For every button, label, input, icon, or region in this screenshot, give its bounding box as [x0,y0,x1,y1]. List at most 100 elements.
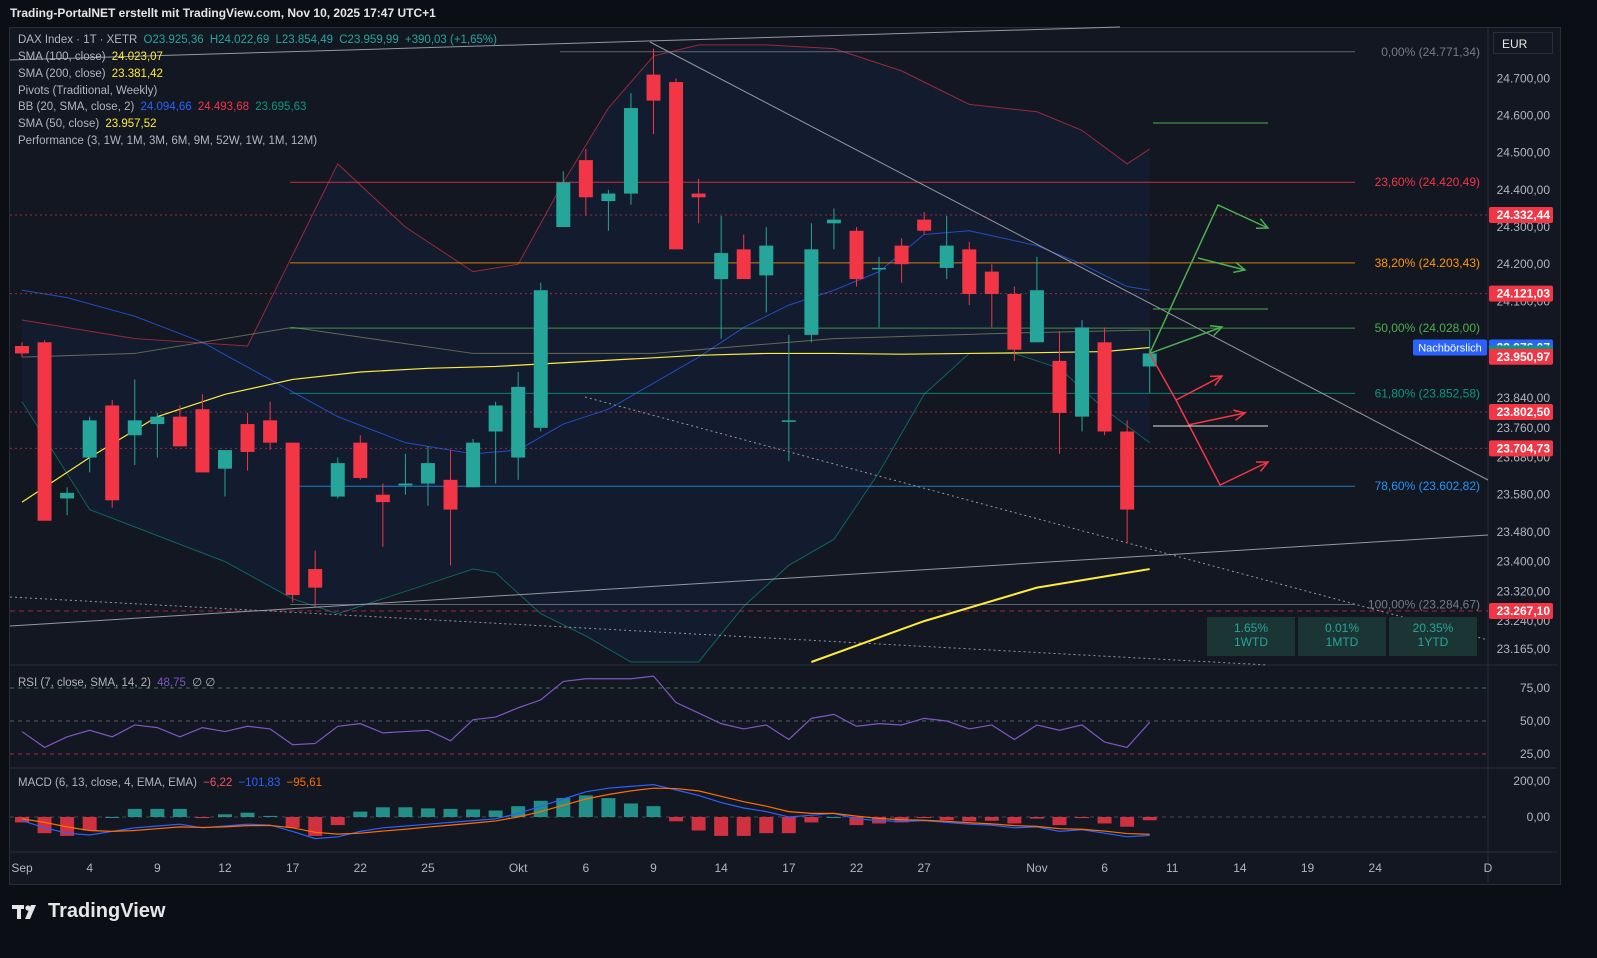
rsi-axis-tick: 75,00 [1520,681,1550,695]
fib-level-label: 0,00% (24.771,34) [1381,45,1480,59]
time-axis-tick: 12 [218,861,232,875]
macd-histogram-bar [263,815,278,817]
bb-lower-value: 23.695,63 [255,101,307,113]
legend-performance[interactable]: Performance (3, 1W, 1M, 3M, 6M, 9M, 52W,… [18,135,317,147]
projection-arrow-down [1187,412,1246,426]
time-axis-tick: 19 [1301,861,1315,875]
macd-histogram-bar [623,803,638,817]
price-tag-label: 24.332,44 [1497,208,1551,222]
macd-axis-tick: 0,00 [1527,810,1551,824]
macd-histogram-bar [646,806,661,817]
legend-bb[interactable]: BB (20, SMA, close, 2) 24.094,66 24.493,… [18,101,306,113]
macd-histogram-bar [443,808,458,817]
macd-histogram-bar [533,800,548,817]
price-tag-label: 24.121,03 [1497,287,1551,301]
candle-body [601,193,616,202]
macd-histogram-bar [939,817,954,821]
legend-sma50[interactable]: SMA (50, close) 23.957,52 [18,118,157,130]
time-axis-tick: 17 [782,861,796,875]
candle-body [466,442,481,488]
rsi-axis-tick: 25,00 [1520,747,1550,761]
time-axis-tick: Sep [11,861,33,875]
time-axis-tick: 14 [714,861,728,875]
perf-label: 1YTD [1417,635,1449,649]
price-axis-tick: 24.400,00 [1497,183,1551,197]
time-axis-tick: 17 [286,861,300,875]
macd-histogram-bar [105,817,120,818]
macd-signal-line [21,787,1150,835]
legend-sma200[interactable]: SMA (200, close) 23.381,42 [18,68,163,80]
macd-histogram-bar [1142,817,1157,821]
ohlc-open: O23.925,36 [143,34,204,46]
macd-histogram-bar [1007,817,1022,824]
legend-symbol[interactable]: DAX Index · 1T · XETR O23.925,36 H24.022… [18,34,497,46]
price-axis-tick: 24.300,00 [1497,220,1551,234]
legend-macd[interactable]: MACD (6, 13, close, 4, EMA, EMA) −6,22 −… [18,777,322,789]
candle-body [714,253,729,280]
candle-body [443,479,458,510]
legend-pivots[interactable]: Pivots (Traditional, Weekly) [18,85,157,97]
price-axis-tick: 24.200,00 [1497,257,1551,271]
macd-histogram-bar [172,808,187,817]
macd-histogram-bar [759,817,774,834]
legend-rsi[interactable]: RSI (7, close, SMA, 14, 2) 48,75 ∅ ∅ [18,675,215,689]
time-axis-tick: 27 [917,861,931,875]
ohlc-high: H24.022,69 [209,34,270,46]
candle-body [736,249,751,280]
price-axis-tick: 24.700,00 [1497,71,1551,85]
projection-arrow-up [1197,257,1246,271]
candle-body [240,424,255,452]
candle-body [1007,293,1022,350]
candle-body [669,82,684,250]
macd-histogram-bar [984,817,999,821]
price-tag [1489,603,1553,620]
time-axis-tick: 22 [354,861,368,875]
macd-histogram-bar [804,817,819,823]
fib-level-label: 100,00% (23.284,67) [1368,597,1480,611]
time-axis-tick: Nov [1026,861,1047,875]
price-axis-tick: 23.165,00 [1497,642,1551,656]
candle-body [60,492,75,499]
chart-frame [9,27,1561,885]
price-tag [1489,206,1553,223]
price-axis-tick: 23.400,00 [1497,555,1551,569]
legend-sma100[interactable]: SMA (100, close) 24.023,07 [18,51,163,63]
time-axis-tick: 24 [1369,861,1383,875]
tradingview-logo[interactable]: TradingView [12,900,165,923]
sma50-value: 23.957,52 [105,118,157,130]
candle-body [962,249,977,294]
perf-label: 1MTD [1325,635,1359,649]
candle-body [917,219,932,231]
projection-arrow-down-head [1209,375,1224,387]
candle-body [375,494,390,503]
ohlc-low: L23.854,49 [275,34,334,46]
time-axis-tick: 9 [154,861,161,875]
macd-hist-value: −6,22 [203,777,233,789]
fib-level-label: 23,60% (24.420,49) [1375,175,1480,189]
candle-body [285,442,300,596]
candle-body [105,405,120,501]
macd-histogram-bar [691,817,706,831]
candle-body [578,160,593,198]
time-axis-tick: 9 [650,861,657,875]
macd-histogram-bar [962,817,977,822]
fib-level-label: 50,00% (24.028,00) [1375,321,1480,335]
macd-histogram-bar [150,808,165,817]
macd-histogram-bar [917,817,932,819]
candle-body [127,420,142,436]
macd-histogram-bar [353,811,368,817]
candle-body [353,442,368,478]
candle-body [894,245,909,265]
bb-basis-line [21,230,1150,455]
candle-body [872,267,887,270]
currency-selector[interactable]: EUR [1493,32,1553,54]
perf-box-wtd: 1.65% 1WTD [1207,617,1295,656]
candle-body [1029,290,1044,343]
sma100-value: 24.023,07 [111,51,163,63]
projection-arrow-up-head [1209,325,1224,337]
perf-value: 1.65% [1233,621,1269,635]
projection-arrow-up-head [1255,218,1270,229]
macd-histogram-bar [466,809,481,817]
perf-box-ytd: 20.35% 1YTD [1389,617,1477,656]
